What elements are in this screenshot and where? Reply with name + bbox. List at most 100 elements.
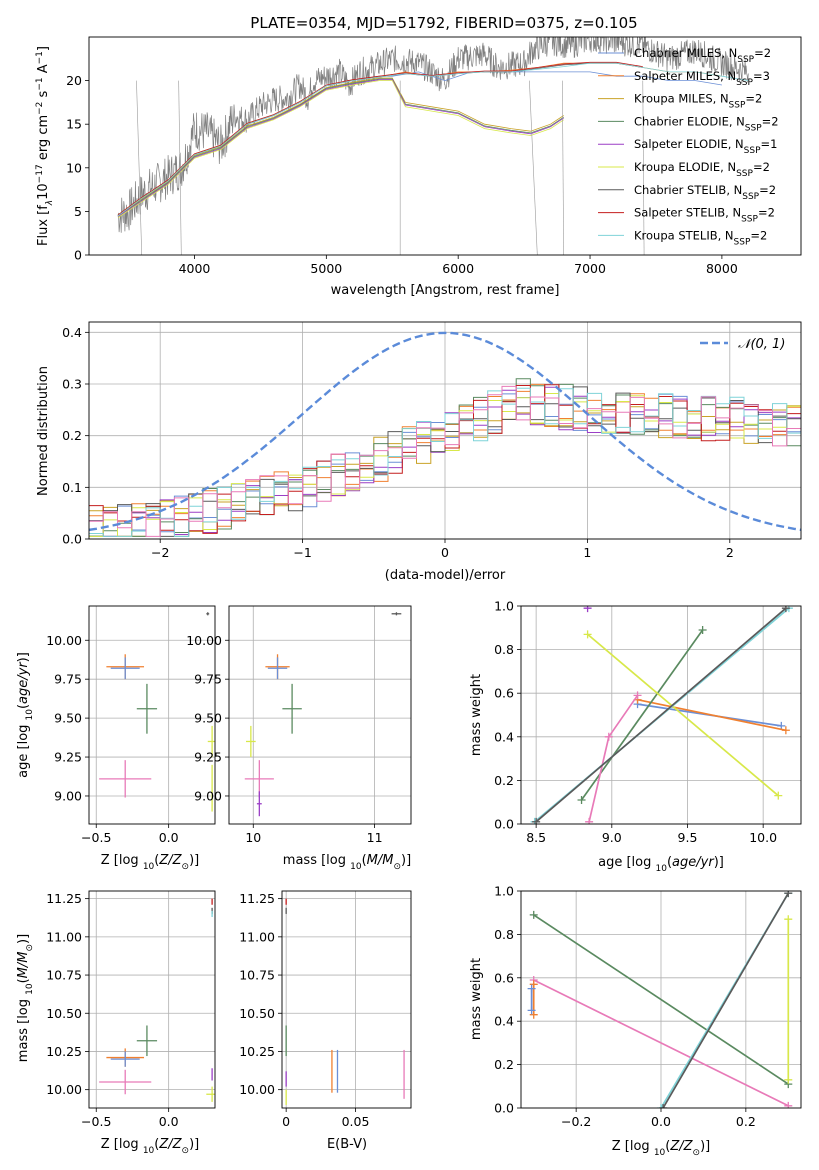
label-part: Chabrier MILES, N (634, 46, 737, 60)
label-part: SSP (729, 101, 746, 111)
label-part: )] (16, 652, 31, 662)
x-tick-label: −1 (293, 545, 311, 560)
label-part: Z [log (101, 1137, 143, 1152)
label-part: )] (714, 855, 724, 870)
weight-line (533, 914, 789, 1085)
label-part: Salpeter STELIB, N (634, 206, 741, 220)
weight-marker (527, 1006, 536, 1015)
axes-spectrum: 4000 5000 6000 7000 8000 0 5 10 15 20 Chabrier MIL… (35, 36, 802, 298)
plot-area (89, 331, 801, 537)
label-part: SSP (742, 192, 759, 202)
y-tick-label: 9.00 (54, 788, 82, 803)
y-tick-label: 11.25 (239, 891, 275, 906)
y-axis-label: mass [log 10(M/M⊙)] (16, 934, 35, 1062)
label-part: =3 (753, 69, 770, 83)
label-part: 10 (143, 1146, 155, 1156)
histogram-step (89, 385, 801, 537)
axes-frame (281, 890, 412, 1109)
axes-frame (228, 605, 412, 825)
axes-frame (520, 605, 802, 825)
model-line (117, 77, 564, 217)
y-tick-label: 0.8 (494, 642, 514, 657)
x-axis-label: mass [log 10(M/M⊙)] (283, 853, 411, 872)
legend-entry: Salpeter STELIB, NSSP=2 (634, 206, 775, 225)
weight-marker (583, 630, 592, 639)
weight-marker (774, 791, 783, 800)
spike-line (562, 80, 564, 255)
label-part: A (36, 64, 51, 77)
y-tick-label: 20 (66, 73, 82, 88)
weight-line (637, 698, 787, 732)
y-tick-label: 0.8 (494, 927, 514, 942)
x-tick-label: 10.0 (749, 830, 777, 845)
x-axis-label: Z [log 10(Z/Z⊙)] (101, 853, 200, 872)
y-axis-label: mass weight (469, 674, 484, 756)
weight-line (580, 629, 704, 801)
plot-area (527, 891, 793, 1108)
y-tick-label: 10.50 (239, 1006, 275, 1021)
y-tick-label: 1.0 (494, 884, 514, 899)
label-part: =2 (754, 46, 771, 60)
axes-frame (88, 890, 216, 1109)
y-tick-label: 9.50 (54, 711, 82, 726)
label-part: Kroupa ELODIE, N (634, 160, 736, 174)
x-tick-label: 1 (583, 545, 591, 560)
y-tick-label: 11.25 (46, 891, 82, 906)
label-part: −1 (35, 51, 45, 64)
weight-marker (698, 625, 707, 634)
label-part: 10 (656, 864, 668, 874)
label-part: ⊙ (182, 1146, 190, 1156)
legend: 𝒩(0, 1) (700, 337, 785, 352)
y-axis-label: mass weight (469, 958, 484, 1040)
x-tick-label: 0 (282, 1114, 290, 1129)
y-tick-label: 10.00 (186, 633, 222, 648)
model-line (117, 71, 722, 217)
model-line (117, 61, 643, 216)
x-axis-label: wavelength [Angstrom, rest frame] (331, 283, 560, 298)
weight-line (535, 607, 787, 823)
label-part: Kroupa MILES, N (634, 92, 729, 106)
label-part: )] (189, 1137, 199, 1152)
label-part: age/yr (672, 855, 715, 870)
model-line (117, 78, 564, 217)
y-tick-label: 0.0 (494, 817, 514, 832)
label-part: =2 (745, 92, 762, 106)
label-part: Z/Z (669, 1139, 693, 1154)
weight-marker (784, 1101, 793, 1108)
label-part: SSP (734, 237, 751, 247)
label-part: Flux [f (36, 205, 51, 246)
x-axis-label: Z [log 10(Z/Z⊙)] (101, 1137, 200, 1156)
weight-marker (659, 1104, 668, 1108)
y-axis-label: Flux [fλ10−17 erg cm−2 s−1 A−1] (35, 46, 55, 246)
figure-title: PLATE=0354, MJD=51792, FIBERID=0375, z=0… (250, 14, 637, 32)
label-part: ( (154, 1137, 159, 1152)
y-tick-label: 0.6 (494, 686, 514, 701)
y-axis-label: age [log 10(age/yr)] (16, 652, 35, 778)
model-line (117, 80, 564, 218)
y-tick-label: 0.1 (62, 480, 82, 495)
legend-entry: Salpeter MILES, NSSP=3 (634, 69, 770, 88)
x-tick-label: 8000 (706, 261, 738, 276)
y-tick-label: 0.4 (62, 325, 82, 340)
y-tick-label: 0.6 (494, 970, 514, 985)
weight-marker (784, 915, 793, 924)
label-part: λ (45, 200, 55, 206)
x-tick-label: 6000 (442, 261, 474, 276)
label-part: −1 (35, 77, 45, 90)
label-part: Kroupa STELIB, N (634, 228, 734, 242)
label-part: 10 (350, 862, 362, 872)
y-tick-label: 10.75 (46, 968, 82, 983)
y-tick-label: 10 (66, 160, 82, 175)
weight-line (587, 633, 779, 797)
label-part: ⊙ (693, 1148, 701, 1158)
label-part: SSP (741, 215, 758, 225)
x-tick-label: 0.2 (736, 1114, 756, 1129)
label-part: age [log (16, 720, 31, 777)
spike-line (136, 80, 143, 255)
spike-line (178, 80, 182, 255)
x-axis-label: age [log 10(age/yr)] (598, 855, 724, 874)
spike-line (642, 80, 645, 255)
label-part: ( (154, 853, 159, 868)
label-part: ⊙ (25, 944, 35, 952)
label-part: )] (700, 1139, 710, 1154)
